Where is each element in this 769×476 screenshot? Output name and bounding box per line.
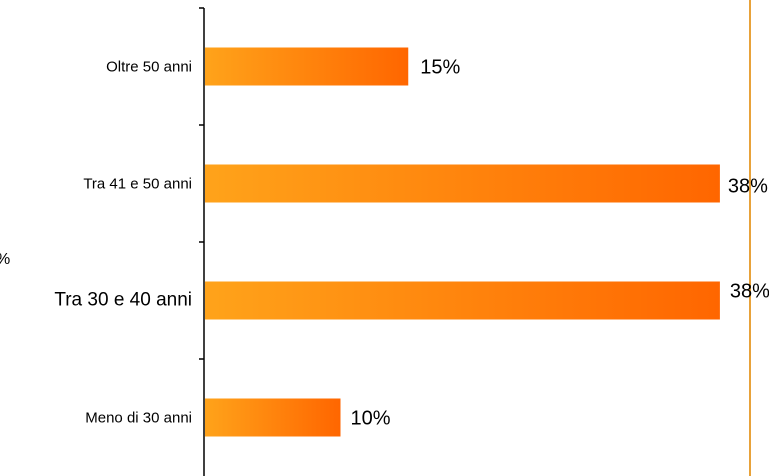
bar: [205, 281, 720, 320]
value-label: 38%: [728, 176, 768, 198]
value-label: 10%: [351, 408, 391, 430]
category-label: Meno di 30 anni: [85, 410, 192, 427]
chart-marks: Oltre 50 anni 15% Tra 41 e 50 anni 38% Tra 3…: [54, 7, 769, 437]
bar: [205, 398, 341, 437]
category-label: Oltre 50 anni: [106, 59, 192, 76]
bar: [205, 164, 720, 203]
category-label: Tra 30 e 40 anni: [54, 290, 192, 311]
stray-percent-label: %: [0, 251, 10, 268]
value-label: 38%: [730, 281, 769, 303]
value-label: 15%: [420, 57, 460, 79]
category-label: Tra 41 e 50 anni: [83, 176, 192, 193]
bar: [205, 47, 409, 86]
